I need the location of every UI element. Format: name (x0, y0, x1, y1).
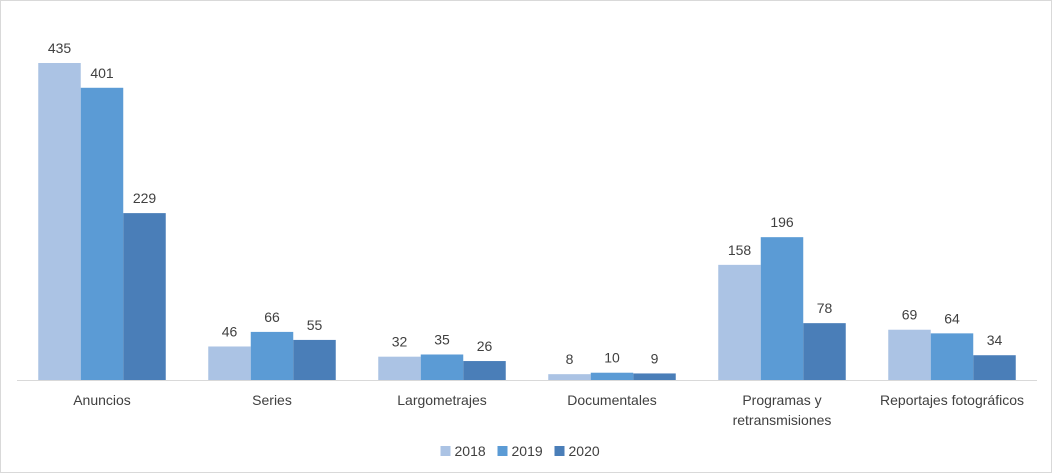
data-label-2019-1: 66 (264, 309, 280, 325)
bar-2020-4 (803, 323, 846, 380)
bar-2018-3 (548, 374, 591, 380)
category-label-0-0: Anuncios (73, 392, 131, 408)
bar-2020-3 (633, 373, 676, 380)
category-label-1-0: Series (252, 392, 292, 408)
legend-label-2018: 2018 (455, 443, 486, 459)
data-label-2018-4: 158 (728, 242, 752, 258)
bar-2018-1 (208, 346, 251, 380)
bar-2019-4 (760, 237, 804, 380)
category-label-5-0: Reportajes fotográficos (880, 392, 1024, 408)
bar-2018-4 (718, 264, 761, 380)
category-label-4-0: Programas y (742, 392, 821, 408)
legend: 2018 2019 2020 (440, 443, 600, 459)
category-label-3-0: Documentales (567, 392, 657, 408)
bar-2018-5 (888, 329, 931, 380)
bar-2019-5 (930, 333, 974, 380)
category-label-4-1: retransmisiones (733, 412, 832, 428)
data-label-2018-0: 435 (48, 40, 72, 56)
legend-swatch-2020 (554, 446, 565, 456)
bar-2020-1 (293, 339, 336, 380)
bar-2020-5 (973, 355, 1016, 380)
bars-layer (38, 63, 1016, 380)
data-label-2020-0: 229 (133, 190, 157, 206)
data-label-2020-1: 55 (307, 317, 323, 333)
bar-2018-0 (38, 63, 81, 380)
data-label-2019-5: 64 (944, 310, 960, 326)
bar-2019-0 (80, 87, 124, 380)
legend-swatch-2018 (440, 446, 451, 456)
data-label-2019-3: 10 (604, 350, 620, 366)
data-label-2019-2: 35 (434, 331, 450, 347)
legend-swatch-2019 (497, 446, 508, 456)
data-label-2020-2: 26 (477, 338, 493, 354)
bar-2019-2 (420, 354, 464, 380)
legend-label-2020: 2020 (569, 443, 600, 459)
data-label-2018-1: 46 (222, 323, 238, 339)
legend-label-2019: 2019 (512, 443, 543, 459)
bar-2019-3 (590, 372, 634, 380)
category-labels-layer: Anuncios Series Largometrajes Documentales P… (73, 392, 1024, 428)
data-label-2019-0: 401 (90, 65, 114, 81)
bar-2020-2 (463, 361, 506, 380)
data-label-2020-4: 78 (817, 300, 833, 316)
bar-2020-0 (123, 213, 166, 380)
data-label-2019-4: 196 (770, 214, 794, 230)
data-labels-layer: 435 401 229 46 66 55 32 35 26 8 10 9 158 196 78 69 64 34 (48, 40, 1003, 367)
data-label-2018-2: 32 (392, 334, 408, 350)
data-label-2018-5: 69 (902, 307, 918, 323)
data-label-2018-3: 8 (566, 351, 574, 367)
category-label-2-0: Largometrajes (397, 392, 487, 408)
data-label-2020-3: 9 (651, 350, 659, 366)
bar-2018-2 (378, 356, 421, 380)
bar-2019-1 (250, 331, 294, 380)
data-label-2020-5: 34 (987, 332, 1003, 348)
